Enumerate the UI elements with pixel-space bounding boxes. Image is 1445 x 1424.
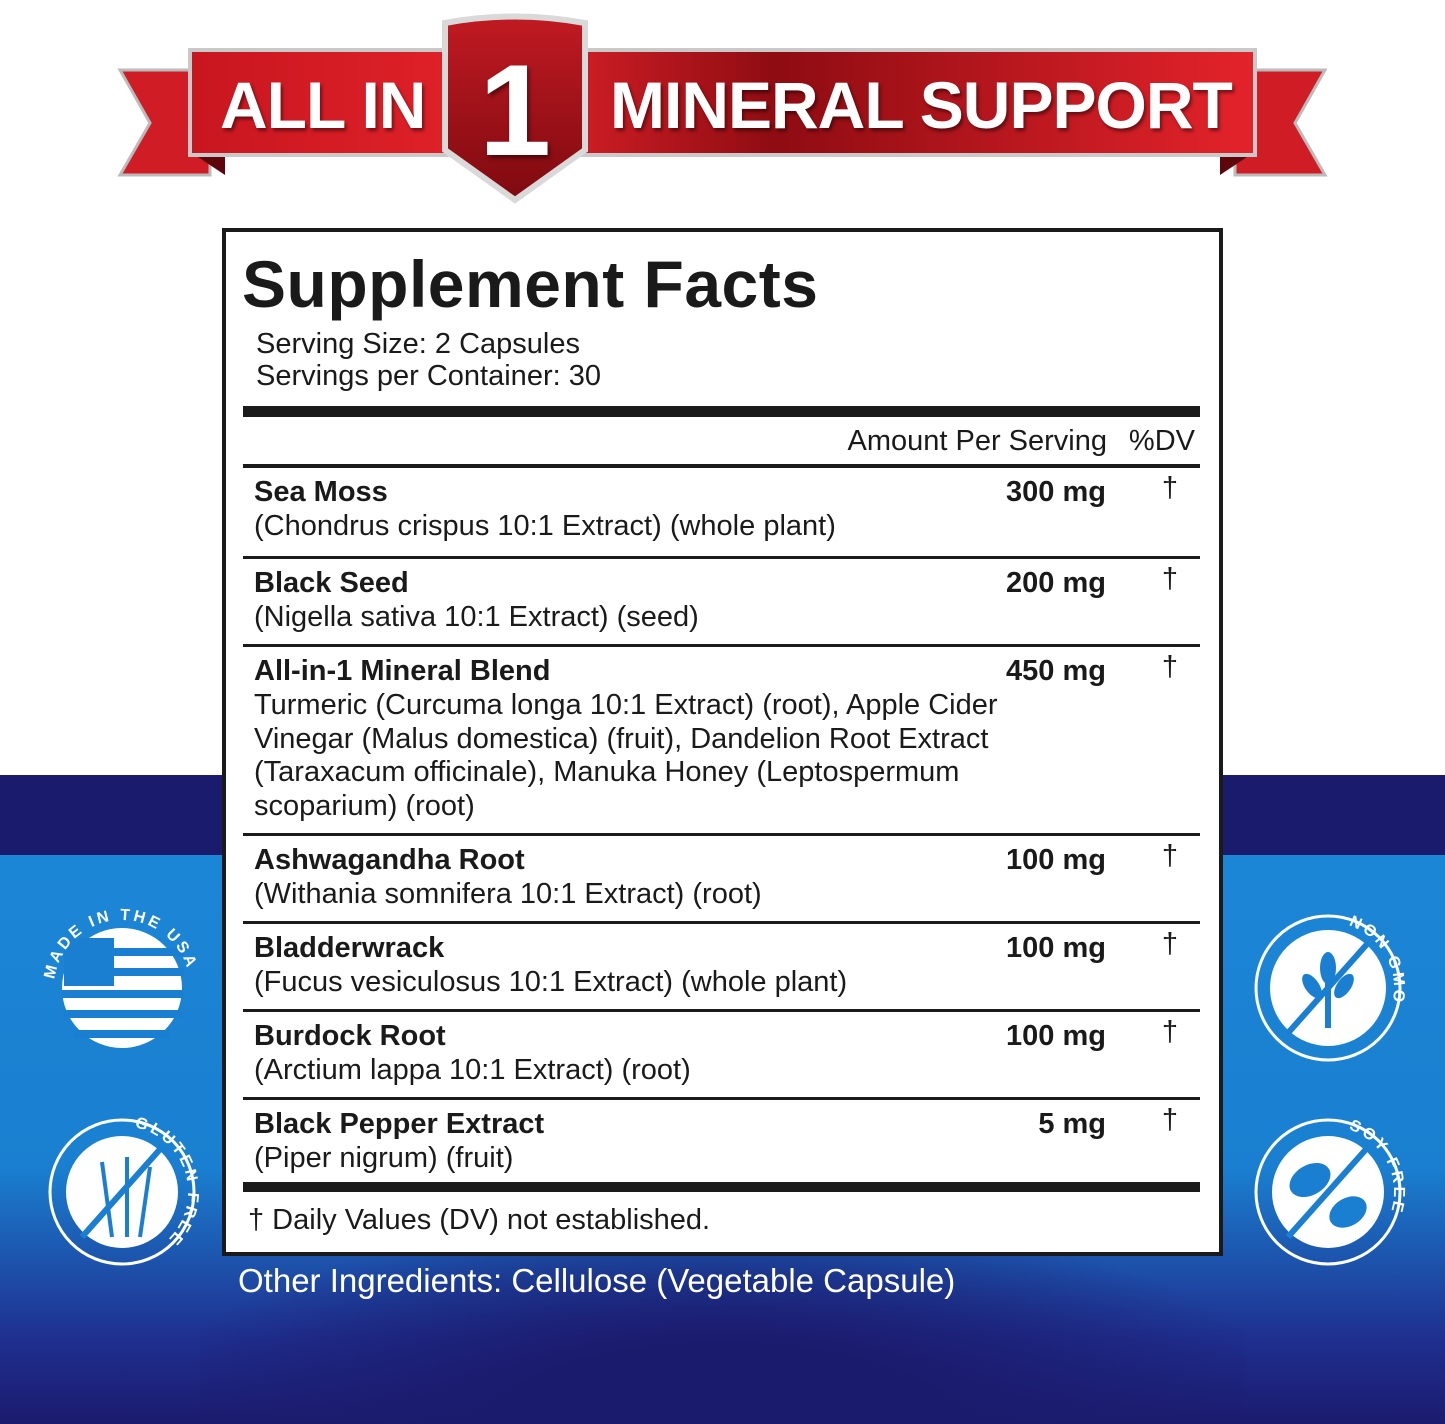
non-gmo-badge: NON GMO xyxy=(1248,908,1408,1068)
ingredient-desc: (Piper nigrum) (fruit) xyxy=(254,1142,514,1174)
thick-divider xyxy=(243,406,1200,417)
ingredient-dv: † xyxy=(1161,840,1178,872)
ingredient-row: Black Pepper Extract (Piper nigrum) (fru… xyxy=(243,1100,1200,1184)
ingredient-row: Sea Moss (Chondrus crispus 10:1 Extract)… xyxy=(243,468,1200,559)
no-plant-icon: NON GMO xyxy=(1254,913,1404,1062)
ingredient-desc: (Nigella sativa 10:1 Extract) (seed) xyxy=(254,601,699,633)
ingredient-desc: (Fucus vesiculosus 10:1 Extract) (whole … xyxy=(254,966,848,998)
ingredient-row: Ashwagandha Root (Withania somnifera 10:… xyxy=(243,836,1200,924)
ingredient-dv: † xyxy=(1161,1016,1178,1048)
ingredient-row: Bladderwrack (Fucus vesiculosus 10:1 Ext… xyxy=(243,924,1200,1012)
ingredient-amount: 100 mg xyxy=(1006,844,1106,876)
footnote: † Daily Values (DV) not established. xyxy=(248,1204,711,1236)
panel-title: Supplement Facts xyxy=(242,247,819,321)
ingredient-dv: † xyxy=(1161,472,1178,504)
ingredient-name: Ashwagandha Root xyxy=(254,844,525,876)
no-wheat-icon: GLUTEN FREE xyxy=(48,1114,198,1266)
thick-divider xyxy=(243,1182,1200,1192)
ingredient-amount: 200 mg xyxy=(1006,567,1106,599)
ingredient-desc: Turmeric (Curcuma longa 10:1 Extract) (r… xyxy=(254,689,998,822)
banner-text-all-in: ALL IN xyxy=(220,68,426,142)
ingredient-dv: † xyxy=(1161,651,1178,683)
serving-size: Serving Size: 2 Capsules xyxy=(256,328,580,360)
ingredient-dv: † xyxy=(1161,563,1178,595)
ingredient-name: Black Seed xyxy=(254,567,409,599)
header-dv: %DV xyxy=(1128,425,1195,457)
us-flag-icon: MADE IN THE USA xyxy=(41,907,197,1048)
header-divider xyxy=(243,464,1200,468)
ingredient-dv: † xyxy=(1161,1104,1178,1136)
ingredient-desc: (Chondrus crispus 10:1 Extract) (whole p… xyxy=(254,510,836,542)
ingredient-amount: 5 mg xyxy=(1038,1108,1106,1140)
ribbon-banner: ALL IN 1 MINERAL SUPPORT xyxy=(115,5,1330,210)
ingredient-name: Bladderwrack xyxy=(254,932,445,964)
made-in-usa-badge: MADE IN THE USA xyxy=(41,907,202,1068)
banner-text-mineral-support: MINERAL SUPPORT xyxy=(610,68,1233,142)
ingredient-amount: 300 mg xyxy=(1006,476,1106,508)
soy-free-badge: SOY FREE xyxy=(1248,1112,1408,1272)
ingredient-desc: (Withania somnifera 10:1 Extract) (root) xyxy=(254,878,762,910)
ingredient-row: Burdock Root (Arctium lappa 10:1 Extract… xyxy=(243,1012,1200,1100)
ribbon-graphic xyxy=(117,13,1328,204)
ingredient-row: Black Seed (Nigella sativa 10:1 Extract)… xyxy=(243,559,1200,647)
supplement-facts-panel: Supplement Facts Serving Size: 2 Capsule… xyxy=(222,228,1223,1256)
banner-number-one: 1 xyxy=(478,37,552,183)
gluten-free-badge: GLUTEN FREE xyxy=(42,1112,202,1272)
ingredient-name: Black Pepper Extract xyxy=(254,1108,545,1140)
ingredient-name: Sea Moss xyxy=(254,476,388,508)
ingredient-amount: 100 mg xyxy=(1006,1020,1106,1052)
header-amount-per-serving: Amount Per Serving xyxy=(847,425,1107,457)
ingredient-amount: 450 mg xyxy=(1006,655,1106,687)
ingredient-row: All-in-1 Mineral Blend Turmeric (Curcuma… xyxy=(243,647,1200,836)
servings-per-container: Servings per Container: 30 xyxy=(256,360,601,392)
ingredient-name: Burdock Root xyxy=(254,1020,446,1052)
ingredient-dv: † xyxy=(1161,928,1178,960)
ingredient-amount: 100 mg xyxy=(1006,932,1106,964)
ingredient-desc: (Arctium lappa 10:1 Extract) (root) xyxy=(254,1054,691,1086)
other-ingredients: Other Ingredients: Cellulose (Vegetable … xyxy=(238,1262,956,1299)
ingredient-name: All-in-1 Mineral Blend xyxy=(254,655,551,687)
no-soy-icon: SOY FREE xyxy=(1254,1117,1404,1266)
